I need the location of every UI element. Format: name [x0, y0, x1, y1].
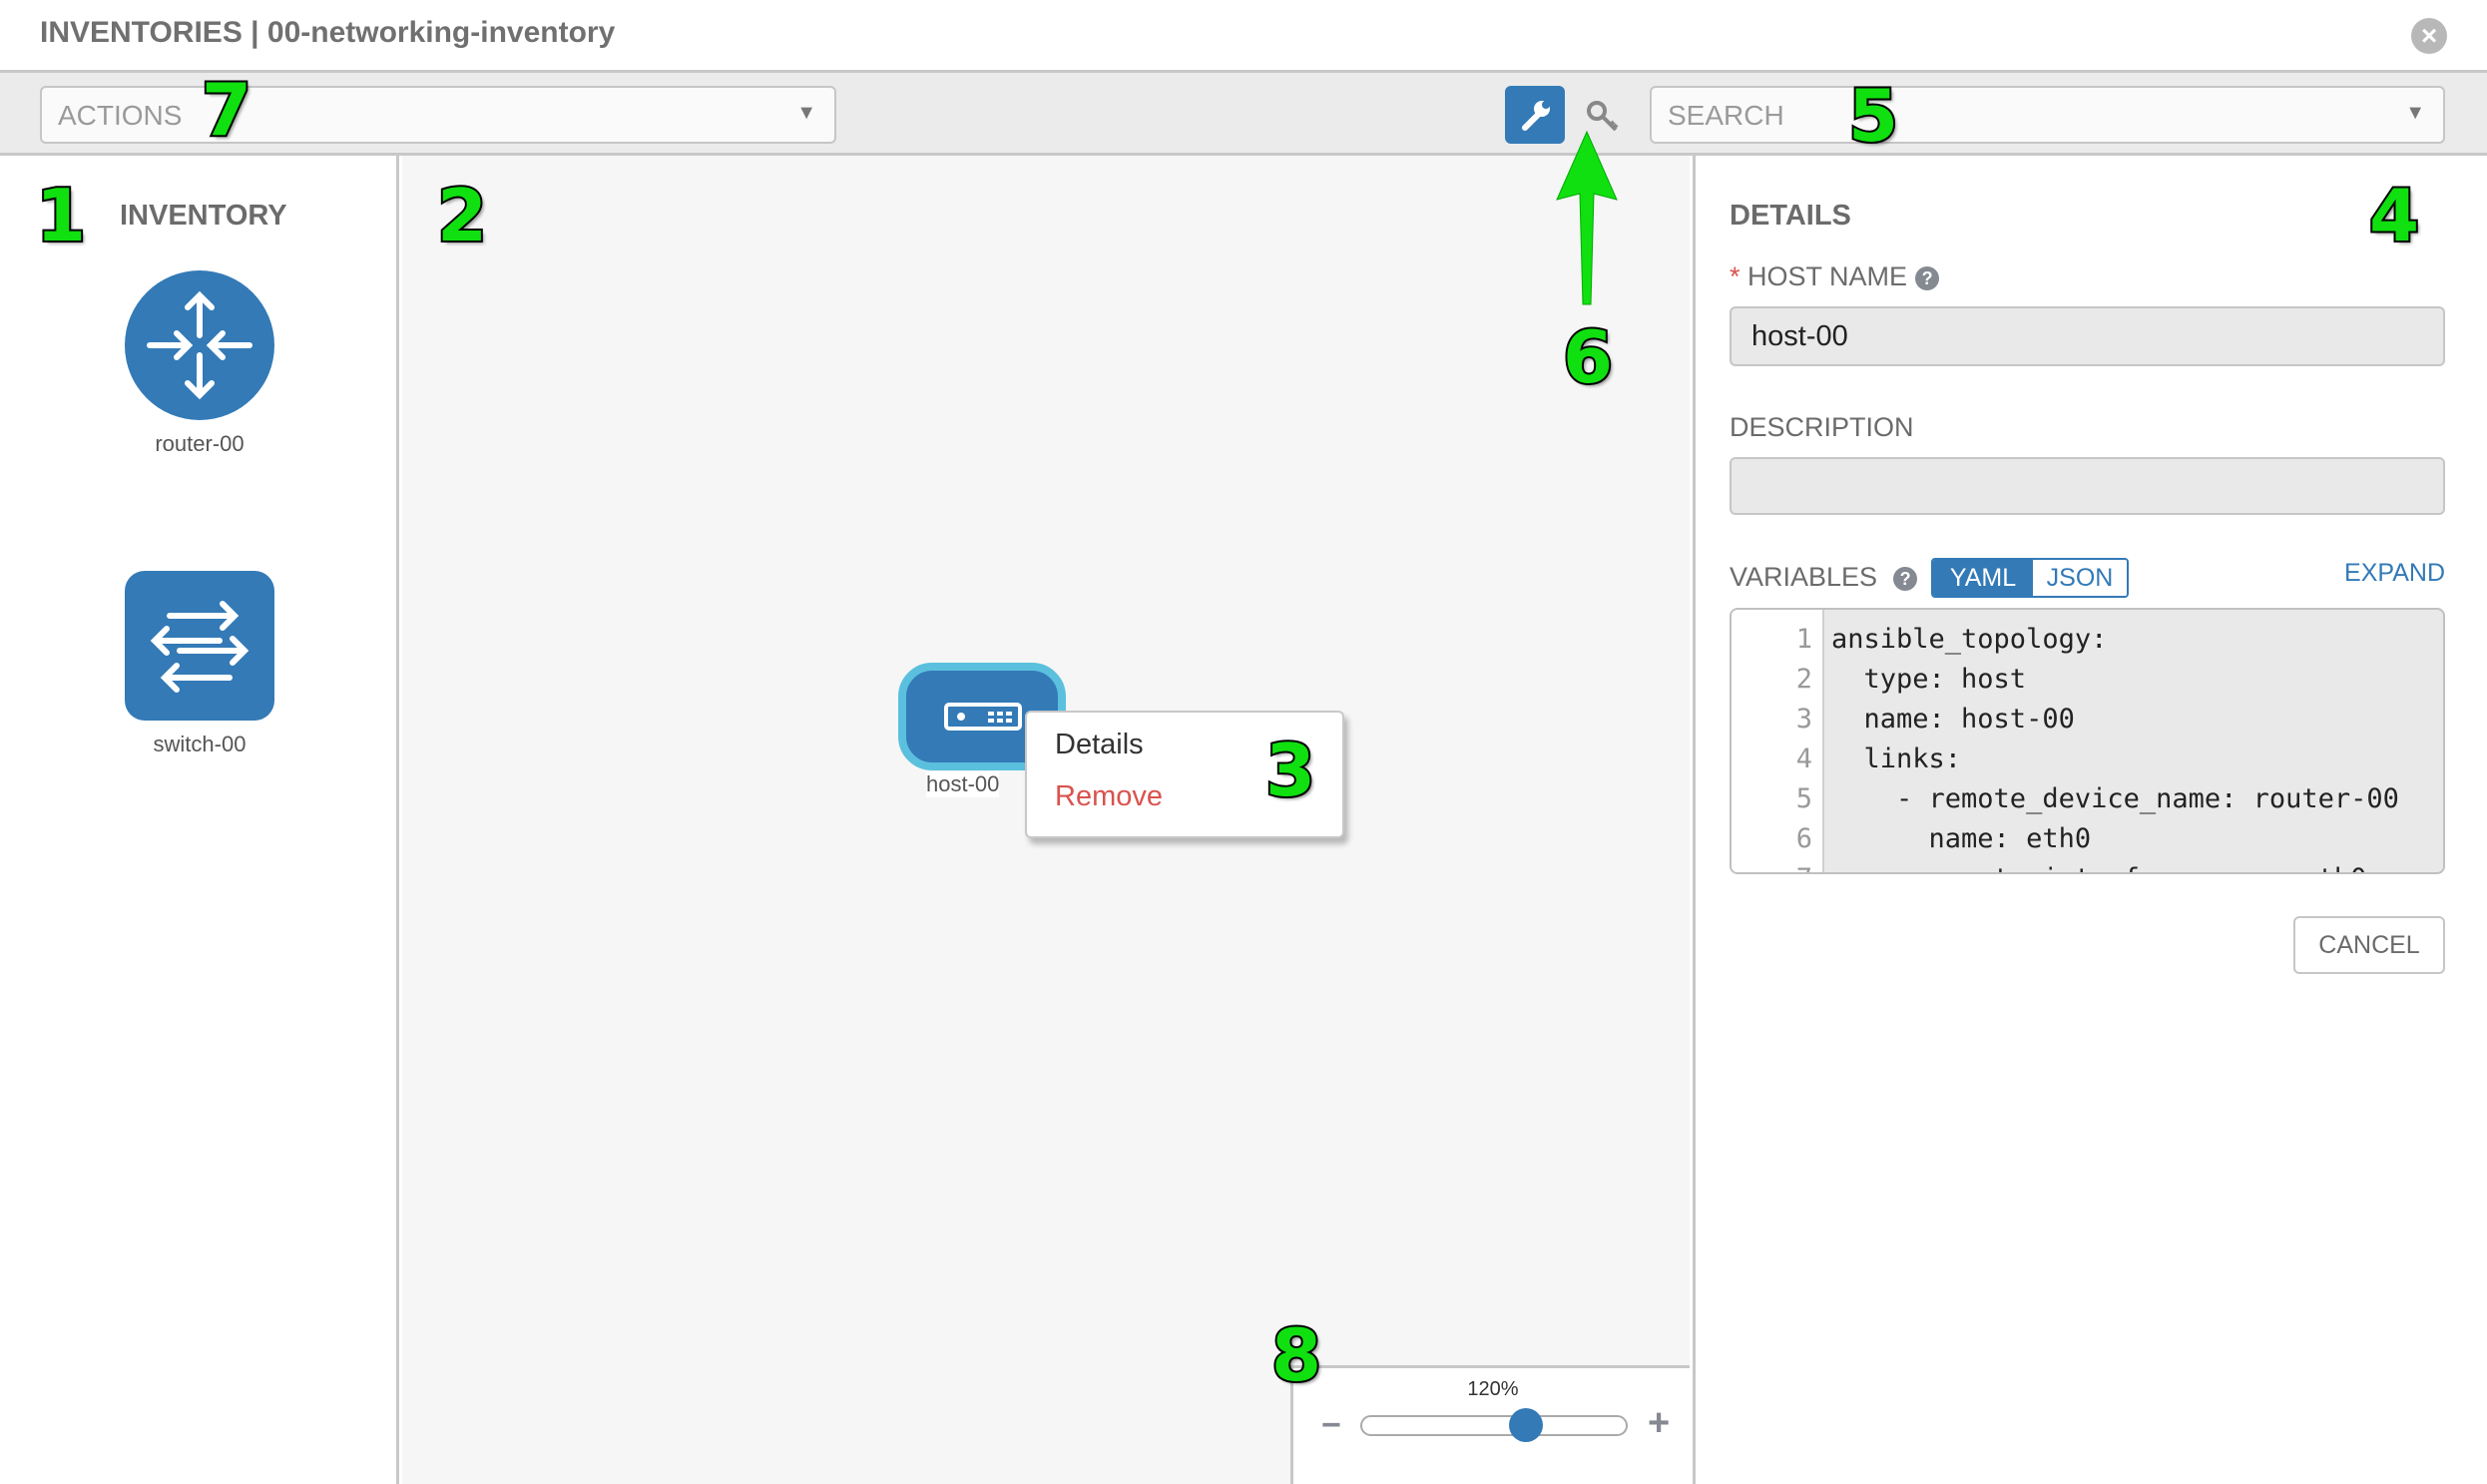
code-line: links: [1831, 743, 1962, 774]
annotation-6: 6 [1561, 315, 1615, 399]
code-line: name: eth0 [1831, 823, 2092, 854]
line-gutter: 1 2 3 4 5 6 7 [1732, 610, 1824, 872]
zoom-level: 120% [1467, 1378, 1519, 1400]
line-number: 7 [1796, 863, 1812, 872]
line-number: 1 [1795, 624, 1812, 655]
router-label: router-00 [155, 431, 245, 456]
variables-editor[interactable]: 1 2 3 4 5 6 7 ansible_topology: type: host nam… [1730, 608, 2445, 874]
line-number: 3 [1795, 704, 1812, 735]
actions-dropdown[interactable]: ACTIONS ▼ [40, 86, 836, 144]
host-server-icon [944, 703, 1022, 731]
yaml-toggle[interactable]: YAML [1933, 560, 2033, 596]
variables-label-text: VARIABLES [1730, 562, 1878, 592]
code-line: - remote_device_name: router-00 [1831, 783, 2399, 814]
annotation-8: 8 [1269, 1313, 1323, 1397]
annotation-4: 4 [2367, 174, 2421, 257]
host-name-label-text: HOST NAME [1747, 261, 1908, 291]
annotation-5: 5 [1846, 74, 1900, 158]
expand-link[interactable]: EXPAND [2344, 559, 2445, 587]
description-input[interactable] [1730, 457, 2445, 515]
required-marker: * [1730, 261, 1741, 291]
switch-icon [125, 571, 274, 721]
wrench-icon[interactable] [1505, 86, 1565, 144]
router-item[interactable] [125, 270, 274, 425]
switch-label: switch-00 [153, 732, 247, 756]
host-name-value: host-00 [1751, 320, 1848, 352]
key-icon[interactable] [1582, 96, 1626, 140]
zoom-slider-thumb[interactable] [1509, 1408, 1544, 1442]
help-icon[interactable]: ? [1893, 566, 1918, 591]
line-number: 2 [1795, 664, 1812, 695]
inventory-toolbox: INVENTORY router-00 switch-00 [0, 156, 399, 1484]
page-title: INVENTORIES | 00-networking-inventory [40, 16, 616, 49]
code-line: type: host [1831, 664, 2027, 695]
code-line: ansible_topology: [1831, 624, 2108, 655]
line-number: 5 [1795, 783, 1812, 814]
search-dropdown[interactable]: SEARCH ▼ [1650, 86, 2445, 144]
zoom-in-icon[interactable]: + [1648, 1402, 1671, 1444]
json-toggle[interactable]: JSON [2033, 560, 2127, 596]
chevron-down-icon: ▼ [2405, 102, 2425, 124]
host-name-input[interactable]: host-00 [1730, 306, 2445, 366]
line-number: 6 [1795, 823, 1812, 854]
format-toggle: YAML JSON [1931, 558, 2129, 598]
menu-item-details[interactable]: Details [1055, 729, 1144, 760]
variables-label: VARIABLES? [1730, 562, 1918, 593]
details-title: DETAILS [1730, 200, 1851, 232]
menu-item-remove[interactable]: Remove [1055, 780, 1163, 812]
zoom-slider[interactable] [1360, 1415, 1628, 1436]
zoom-control: 120% − + [1290, 1365, 1690, 1484]
cancel-button[interactable]: CANCEL [2293, 916, 2445, 974]
host-name-label: * HOST NAME? [1730, 261, 1940, 292]
close-icon[interactable]: × [2411, 18, 2447, 54]
annotation-3: 3 [1263, 729, 1317, 812]
description-label: DESCRIPTION [1730, 412, 1914, 442]
actions-placeholder: ACTIONS [58, 100, 183, 131]
annotation-2: 2 [435, 174, 489, 257]
header: INVENTORIES | 00-networking-inventory × [0, 0, 2487, 73]
annotation-1: 1 [34, 174, 88, 257]
zoom-out-icon[interactable]: − [1321, 1406, 1341, 1444]
search-placeholder: SEARCH [1668, 100, 1784, 131]
annotation-7: 7 [200, 68, 253, 152]
chevron-down-icon: ▼ [796, 102, 816, 124]
context-menu: Details Remove [1025, 711, 1344, 838]
host-label: host-00 [926, 771, 1000, 797]
help-icon[interactable]: ? [1915, 265, 1940, 290]
toolbar: ACTIONS ▼ SEARCH ▼ [0, 73, 2487, 156]
code-line: name: host-00 [1831, 704, 2075, 735]
line-number: 4 [1795, 743, 1812, 774]
code-line: remote_interface_name: eth0 [1831, 863, 2367, 872]
annotation-arrow-icon [1556, 130, 1618, 305]
inventory-title: INVENTORY [120, 200, 287, 232]
switch-item[interactable] [125, 571, 274, 726]
router-icon [125, 270, 274, 420]
